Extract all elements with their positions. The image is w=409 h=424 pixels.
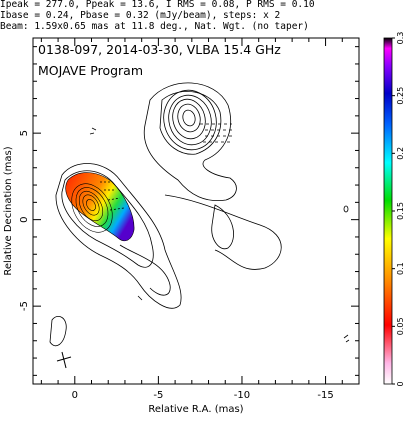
core-contour-outer (55, 163, 182, 309)
jet-contour (172, 98, 206, 140)
header-line-1: Ipeak = 277.0, Ppeak = 13.6, I RMS = 0.0… (0, 0, 315, 10)
noise-contour (137, 295, 143, 301)
jet-component-contours (143, 82, 237, 202)
core-contour (61, 170, 154, 268)
y-axis-label: Relative Decination (mas) (3, 146, 14, 275)
jet-contour (168, 94, 212, 146)
colorbar-tick-label: 0.3 (396, 32, 405, 45)
colorbar-tick-label: 0.15 (396, 202, 405, 220)
jet-polarization-ticks (200, 123, 232, 143)
bridge-contour (211, 204, 234, 250)
jet-contour (182, 109, 196, 127)
header-line-3: Beam: 1.59x0.65 mas at 11.8 deg., Nat. W… (0, 21, 309, 32)
colorbar-tick-label: 0.25 (396, 87, 405, 105)
plot-subtitle: MOJAVE Program (38, 63, 143, 78)
plot-frame (32, 37, 360, 385)
noise-contour (343, 205, 349, 213)
axis-ticks: 0 -5 -10 -15 -5 0 5 (19, 38, 360, 401)
beam-marker (56, 351, 72, 369)
colorbar-tick-label: 0.2 (396, 147, 405, 160)
jet-contour (177, 103, 201, 133)
colorbar-ticks: 0 0.05 0.1 0.15 0.2 0.25 0.3 (392, 32, 405, 387)
x-tick-label: 0 (72, 390, 78, 401)
x-tick-label: -10 (234, 390, 250, 401)
core-image (65, 172, 135, 242)
core-outer-contours (49, 127, 350, 347)
y-tick-label: 5 (19, 130, 30, 136)
y-tick-label: 0 (19, 216, 30, 222)
jet-contour-outer (143, 82, 237, 202)
colorbar-tick-label: 0.05 (396, 317, 405, 335)
bridge-contour (164, 194, 282, 270)
noise-contour (343, 334, 350, 343)
jet-contour (159, 91, 222, 155)
colorbar-tick-label: 0.1 (396, 262, 405, 275)
jet-contour (163, 89, 217, 151)
y-tick-label: -5 (19, 301, 30, 311)
x-tick-label: -15 (317, 390, 333, 401)
header-line-2: Ibase = 0.24, Pbase = 0.32 (mJy/beam), s… (0, 10, 281, 21)
plot-title: 0138-097, 2014-03-30, VLBA 15.4 GHz (38, 42, 281, 57)
core-polarization-ticks (100, 181, 125, 211)
colorbar-tick-label: 0 (396, 381, 405, 386)
core-contour-tail (119, 244, 171, 296)
noise-contour (89, 127, 97, 135)
x-tick-label: -5 (153, 390, 163, 401)
noise-contour (49, 316, 67, 347)
x-axis-label: Relative R.A. (mas) (148, 404, 243, 415)
colorbar (383, 37, 393, 385)
